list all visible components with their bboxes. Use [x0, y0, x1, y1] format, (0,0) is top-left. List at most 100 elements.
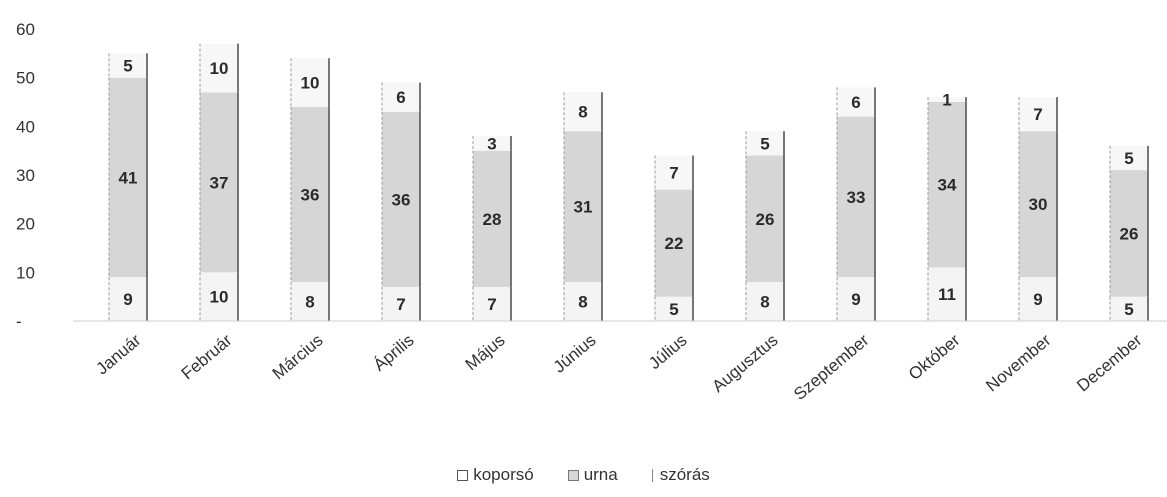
- bar-group-junius: 8 31 8: [563, 92, 603, 321]
- bar-group-februar: 10 37 10: [199, 43, 239, 321]
- bar-group-augusztus: 8 26 5: [745, 131, 785, 321]
- bar-group-oktober: 11 34 1: [927, 91, 967, 321]
- bars: 9 41 5 10 37 10 8 36 10 7 36 6 7 28 3 8 31 8 5 22 7 8 26 5 9 33 6 1…: [108, 43, 1149, 321]
- koporso-swatch-icon: [457, 469, 469, 481]
- x-category-label: Július: [645, 331, 691, 373]
- bar-segment-szoras: [382, 82, 420, 112]
- data-label-urna: 34: [938, 176, 957, 195]
- bar-segment-urna: [655, 189, 693, 297]
- y-tick-label: 50: [16, 69, 35, 88]
- bar-group-aprilis: 7 36 6: [381, 82, 421, 321]
- data-label-koporso: 7: [396, 295, 405, 314]
- data-label-urna: 33: [847, 188, 866, 207]
- data-label-koporso: 10: [210, 288, 229, 307]
- bar-segment-szoras: [746, 131, 784, 156]
- bar-segment-urna: [200, 92, 238, 273]
- bar-group-marcius: 8 36 10: [290, 58, 330, 321]
- bar-segment-urna: [928, 102, 966, 268]
- bar-segment-urna: [1019, 131, 1057, 278]
- bar-group-november: 9 30 7: [1018, 97, 1058, 321]
- bar-segment-urna: [291, 106, 329, 283]
- data-label-koporso: 5: [669, 300, 678, 319]
- data-label-szoras: 8: [578, 103, 587, 122]
- data-label-urna: 28: [483, 210, 502, 229]
- bar-group-julius: 5 22 7: [654, 155, 694, 321]
- data-label-szoras: 7: [1033, 105, 1042, 124]
- data-label-urna: 22: [665, 234, 684, 253]
- bar-group-december: 5 26 5: [1109, 145, 1149, 321]
- bar-segment-szoras: [109, 53, 147, 78]
- data-label-koporso: 8: [760, 293, 769, 312]
- bar-segment-koporso: [291, 282, 329, 321]
- legend: koporsó urna szórás: [0, 465, 1167, 485]
- x-category-label: Június: [550, 331, 600, 377]
- x-category-label: Február: [178, 330, 236, 383]
- data-label-urna: 36: [392, 190, 411, 209]
- data-label-szoras: 7: [669, 164, 678, 183]
- x-category-label: Május: [462, 331, 509, 375]
- bar-segment-szoras: [1019, 97, 1057, 132]
- data-label-koporso: 7: [487, 295, 496, 314]
- y-tick-label: 30: [16, 166, 35, 185]
- bar-segment-urna: [1110, 170, 1148, 297]
- data-label-szoras: 10: [301, 74, 320, 93]
- data-label-urna: 26: [756, 210, 775, 229]
- bar-segment-urna: [473, 150, 511, 287]
- x-category-label: Október: [905, 330, 964, 384]
- y-axis: - 10 20 30 40 50 60: [16, 20, 35, 331]
- bar-segment-koporso: [473, 286, 511, 321]
- bar-segment-koporso: [1110, 296, 1148, 321]
- szoras-swatch-icon: [651, 468, 655, 482]
- x-category-label: Augusztus: [709, 331, 782, 397]
- legend-label-szoras: szórás: [659, 465, 710, 484]
- bar-segment-urna: [564, 131, 602, 283]
- data-label-urna: 30: [1029, 195, 1048, 214]
- data-label-koporso: 11: [938, 285, 956, 304]
- data-label-szoras: 6: [396, 88, 405, 107]
- data-label-urna: 37: [210, 173, 229, 192]
- x-category-label: November: [982, 330, 1055, 395]
- y-tick-label: 40: [16, 117, 35, 136]
- y-tick-label: 20: [16, 215, 35, 234]
- data-label-szoras: 5: [123, 57, 132, 76]
- x-category-label: Március: [269, 331, 327, 384]
- data-label-urna: 41: [119, 168, 138, 187]
- data-label-koporso: 9: [123, 290, 132, 309]
- x-category-label: Január: [93, 330, 145, 378]
- bar-segment-szoras: [1110, 145, 1148, 171]
- bar-segment-szoras: [473, 136, 511, 151]
- data-label-urna: 31: [574, 198, 593, 217]
- bar-segment-koporso: [928, 267, 966, 321]
- bar-segment-koporso: [564, 282, 602, 321]
- data-label-szoras: 6: [851, 93, 860, 112]
- bar-segment-urna: [109, 77, 147, 278]
- data-label-koporso: 9: [1033, 290, 1042, 309]
- data-label-koporso: 9: [851, 290, 860, 309]
- bar-group-majus: 7 28 3: [472, 134, 512, 321]
- bar-segment-szoras: [655, 155, 693, 190]
- bar-segment-koporso: [382, 286, 420, 321]
- urna-swatch-icon: [567, 469, 579, 481]
- data-label-urna: 36: [301, 185, 320, 204]
- data-label-koporso: 5: [1124, 300, 1133, 319]
- legend-item-koporso: koporsó: [457, 465, 534, 485]
- bar-group-januar: 9 41 5: [108, 53, 148, 321]
- bar-segment-szoras: [837, 87, 875, 117]
- x-category-label: Április: [370, 331, 418, 375]
- data-label-szoras: 1: [942, 91, 951, 110]
- bar-segment-szoras: [200, 43, 238, 93]
- legend-label-koporso: koporsó: [473, 465, 534, 484]
- bar-segment-koporso: [746, 282, 784, 321]
- x-category-label: Szeptember: [790, 330, 873, 404]
- y-tick-label: 10: [16, 263, 35, 282]
- data-label-szoras: 3: [487, 134, 496, 153]
- data-label-koporso: 8: [578, 293, 587, 312]
- bar-segment-koporso: [200, 272, 238, 321]
- x-axis: Január Február Március Április Május Június Jú…: [73, 320, 1167, 404]
- y-tick-label: 60: [16, 20, 35, 39]
- bar-segment-szoras: [291, 58, 329, 107]
- bar-segment-koporso: [655, 296, 693, 321]
- legend-label-urna: urna: [583, 465, 618, 484]
- bar-segment-urna: [746, 155, 784, 283]
- legend-item-urna: urna: [567, 465, 618, 485]
